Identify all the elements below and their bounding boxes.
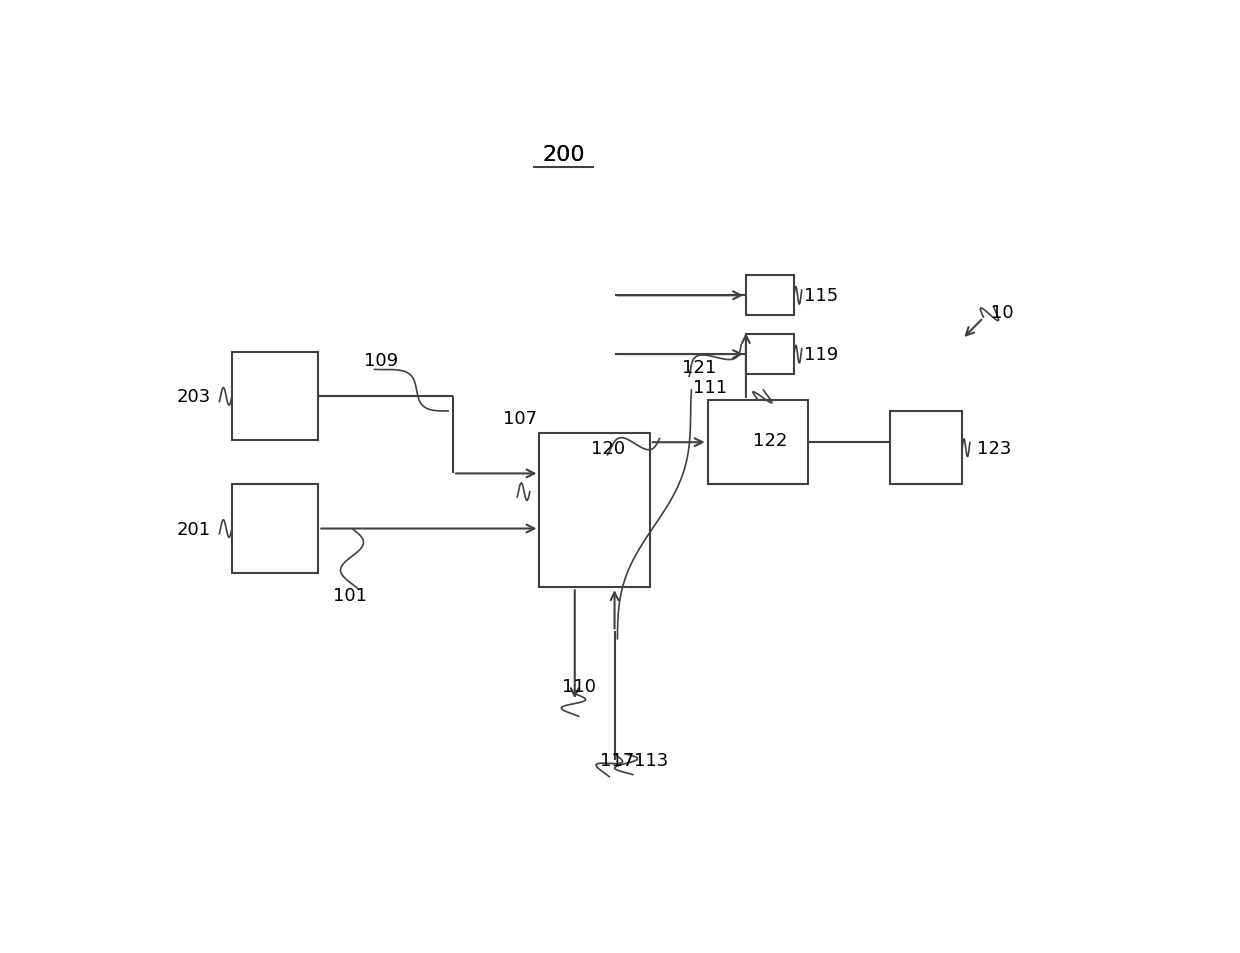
Text: 200: 200 (542, 145, 585, 165)
Text: 101: 101 (332, 586, 367, 604)
Text: 201: 201 (176, 520, 211, 537)
Text: 200: 200 (542, 145, 585, 165)
Bar (232, 485, 319, 573)
Text: 107: 107 (503, 410, 537, 428)
Bar (232, 353, 319, 441)
Text: 113: 113 (634, 751, 668, 769)
Text: 122: 122 (753, 432, 787, 450)
Text: 117: 117 (600, 751, 634, 769)
Text: 109: 109 (365, 352, 398, 369)
Bar (708, 400, 808, 485)
Text: 123: 123 (977, 439, 1011, 457)
Bar (746, 275, 794, 316)
Text: 110: 110 (562, 678, 595, 696)
Text: 120: 120 (591, 439, 625, 457)
Text: 115: 115 (804, 287, 838, 305)
Text: 203: 203 (176, 388, 211, 406)
Bar (890, 412, 962, 485)
Text: 119: 119 (804, 345, 838, 363)
Bar (746, 335, 794, 375)
Text: 10: 10 (991, 303, 1013, 321)
Text: 111: 111 (693, 378, 728, 396)
Bar (539, 434, 650, 588)
Text: 121: 121 (682, 358, 715, 376)
